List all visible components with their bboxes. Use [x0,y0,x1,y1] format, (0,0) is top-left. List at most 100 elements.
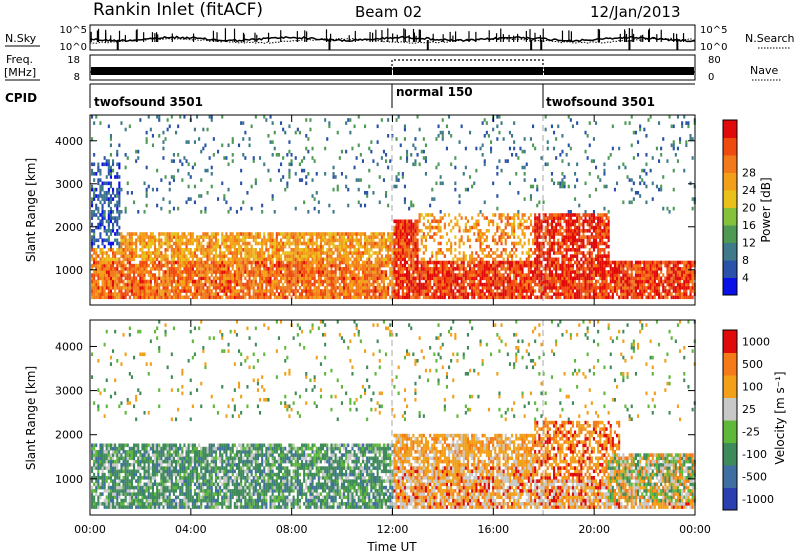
heatmap-cell [550,273,553,277]
heatmap-cell [116,232,119,236]
heatmap-cell [500,229,503,233]
heatmap-cell [544,216,547,220]
heatmap-cell [238,276,241,281]
heatmap-cell [370,238,373,243]
heatmap-cell [563,219,566,224]
heatmap-cell [422,137,425,141]
heatmap-cell [252,159,255,163]
heatmap-cell [242,286,245,290]
heatmap-cell [212,276,215,281]
heatmap-cell [359,286,362,290]
heatmap-cell [183,279,186,284]
heatmap-cell [141,279,144,284]
heatmap-cell [513,146,516,151]
heatmap-cell [294,263,297,268]
heatmap-cell [231,286,234,290]
heatmap-cell [141,292,144,296]
heatmap-cell [452,273,455,277]
heatmap-cell [271,232,274,236]
heatmap-cell [351,279,354,284]
heatmap-cell [175,130,178,135]
heatmap-cell [141,251,144,255]
heatmap-cell [91,200,94,205]
heatmap-cell [219,273,222,277]
heatmap-cell [177,241,180,246]
heatmap-cell [548,213,551,217]
heatmap-cell [99,187,102,192]
heatmap-cell [160,292,163,296]
heatmap-cell [99,213,102,217]
heatmap-cell [225,248,228,252]
heatmap-cell [431,270,434,274]
heatmap-cell [380,263,383,268]
heatmap-cell [183,289,186,293]
heatmap-cell [443,282,446,287]
heatmap-cell [244,286,247,290]
heatmap-cell [204,232,207,236]
heatmap-cell [275,273,278,277]
heatmap-cell [571,244,574,249]
heatmap-cell [548,289,551,293]
heatmap-cell [189,248,192,252]
heatmap-cell [452,295,455,300]
heatmap-cell [368,260,371,265]
heatmap-cell [500,295,503,300]
heatmap-cell [399,282,402,287]
heatmap-cell [120,251,123,255]
heatmap-cell [328,289,331,293]
heatmap-cell [322,279,325,284]
heatmap-cell [464,279,467,284]
heatmap-cell [445,241,448,246]
heatmap-cell [357,241,360,246]
heatmap-cell [271,270,274,274]
heatmap-cell [550,286,553,290]
heatmap-cell [403,200,406,205]
heatmap-cell [361,260,364,265]
heatmap-cell [441,282,444,287]
heatmap-cell [462,241,465,246]
heatmap-cell [359,232,362,236]
heatmap-cell [225,273,228,277]
heatmap-cell [422,263,425,268]
heatmap-cell [105,251,108,255]
heatmap-cell [91,172,94,176]
heatmap-cell [147,254,150,258]
heatmap-cell [439,260,442,265]
heatmap-cell [114,295,117,300]
heatmap-cell [311,232,314,236]
heatmap-cell [338,251,341,255]
heatmap-cell [206,235,209,239]
heatmap-cell [527,248,530,252]
heatmap-cell [347,276,350,281]
heatmap-cell [244,232,247,236]
heatmap-cell [240,244,243,249]
heatmap-cell [504,159,507,163]
heatmap-cell [372,251,375,255]
heatmap-cell [284,289,287,293]
heatmap-cell [532,260,535,265]
heatmap-cell [460,238,463,243]
heatmap-cell [301,295,304,300]
heatmap-cell [309,260,312,265]
heatmap-cell [214,267,217,271]
heatmap-cell [307,276,310,281]
heatmap-cell [116,203,119,208]
heatmap-cell [271,197,274,201]
heatmap-cell [315,270,318,274]
heatmap-cell [494,251,497,255]
heatmap-cell [569,213,572,217]
heatmap-cell [569,219,572,224]
heatmap-cell [334,263,337,268]
heatmap-cell [534,273,537,277]
heatmap-cell [574,254,577,258]
heatmap-cell [571,282,574,287]
heatmap-cell [357,254,360,258]
heatmap-cell [168,289,171,293]
heatmap-cell [334,248,337,252]
heatmap-cell [204,210,207,214]
heatmap-cell [118,295,121,300]
heatmap-cell [284,286,287,290]
heatmap-cell [233,257,236,262]
heatmap-cell [231,260,234,265]
heatmap-cell [479,248,482,252]
